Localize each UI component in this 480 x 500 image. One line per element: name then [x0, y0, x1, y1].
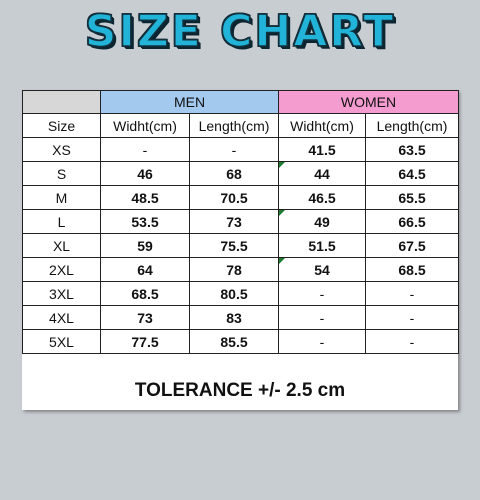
- table-row: 4XL 73 83- -: [22, 305, 459, 330]
- women-length-cell: 65.5: [365, 185, 459, 210]
- corner-cell: [22, 90, 101, 114]
- table-body: XS - -41.5 63.5 S 46 68 44 64.5 M 48.5 70.5 46.5 65.5…: [22, 137, 459, 354]
- men-width-cell: 53.5: [100, 209, 190, 234]
- men-width-cell: 64: [100, 257, 190, 282]
- women-width-cell: 49: [278, 209, 366, 234]
- table-row: 5XL 77.5 85.5- -: [22, 329, 459, 354]
- table-row: XL 59 75.5 51.5 67.5: [22, 233, 459, 258]
- column-header-women-width: Widht(cm): [278, 113, 366, 138]
- women-width-cell: 44: [278, 161, 366, 186]
- size-cell: XS: [22, 137, 101, 162]
- column-header-row: Size Widht(cm) Length(cm) Widht(cm) Leng…: [22, 113, 459, 138]
- size-cell: 3XL: [22, 281, 101, 306]
- men-width-cell: 77.5: [100, 329, 190, 354]
- size-cell: 4XL: [22, 305, 101, 330]
- women-width-cell: 46.5: [278, 185, 366, 210]
- women-length-cell: -: [365, 329, 459, 354]
- size-chart-table: MEN WOMEN Size Widht(cm) Length(cm) Widh…: [22, 90, 459, 354]
- men-group-header: MEN: [100, 90, 279, 114]
- men-width-cell: 46: [100, 161, 190, 186]
- men-width-cell: -: [100, 137, 190, 162]
- men-length-cell: 83: [189, 305, 279, 330]
- column-header-size: Size: [22, 113, 101, 138]
- women-length-cell: 66.5: [365, 209, 459, 234]
- size-cell: S: [22, 161, 101, 186]
- size-cell: 2XL: [22, 257, 101, 282]
- men-width-cell: 68.5: [100, 281, 190, 306]
- size-cell: 5XL: [22, 329, 101, 354]
- men-length-cell: 75.5: [189, 233, 279, 258]
- women-group-header: WOMEN: [278, 90, 459, 114]
- table-row: XS - -41.5 63.5: [22, 137, 459, 162]
- women-length-cell: -: [365, 281, 459, 306]
- size-cell: L: [22, 209, 101, 234]
- women-width-cell: 51.5: [278, 233, 366, 258]
- men-width-cell: 48.5: [100, 185, 190, 210]
- men-length-cell: 70.5: [189, 185, 279, 210]
- men-length-cell: 85.5: [189, 329, 279, 354]
- women-length-cell: 68.5: [365, 257, 459, 282]
- women-width-cell: -: [278, 305, 366, 330]
- men-width-cell: 59: [100, 233, 190, 258]
- table-row: 2XL 64 78 54 68.5: [22, 257, 459, 282]
- column-header-men-length: Length(cm): [189, 113, 279, 138]
- men-length-cell: 68: [189, 161, 279, 186]
- women-width-cell: -: [278, 329, 366, 354]
- size-cell: M: [22, 185, 101, 210]
- men-length-cell: 73: [189, 209, 279, 234]
- women-length-cell: -: [365, 305, 459, 330]
- column-header-women-length: Length(cm): [365, 113, 459, 138]
- women-width-cell: -: [278, 281, 366, 306]
- men-length-cell: -: [189, 137, 279, 162]
- men-length-cell: 80.5: [189, 281, 279, 306]
- table-row: 3XL 68.5 80.5- -: [22, 281, 459, 306]
- table-row: M 48.5 70.5 46.5 65.5: [22, 185, 459, 210]
- size-cell: XL: [22, 233, 101, 258]
- group-header-row: MEN WOMEN: [22, 90, 459, 114]
- size-chart-card: MEN WOMEN Size Widht(cm) Length(cm) Widh…: [22, 90, 459, 410]
- column-header-men-width: Widht(cm): [100, 113, 190, 138]
- men-width-cell: 73: [100, 305, 190, 330]
- women-length-cell: 63.5: [365, 137, 459, 162]
- women-width-cell: 41.5: [278, 137, 366, 162]
- women-length-cell: 67.5: [365, 233, 459, 258]
- table-row: S 46 68 44 64.5: [22, 161, 459, 186]
- men-length-cell: 78: [189, 257, 279, 282]
- women-length-cell: 64.5: [365, 161, 459, 186]
- women-width-cell: 54: [278, 257, 366, 282]
- table-row: L 53.5 73 49 66.5: [22, 209, 459, 234]
- page-title: SIZE CHART: [84, 5, 396, 58]
- tolerance-note: TOLERANCE +/- 2.5 cm: [134, 380, 346, 401]
